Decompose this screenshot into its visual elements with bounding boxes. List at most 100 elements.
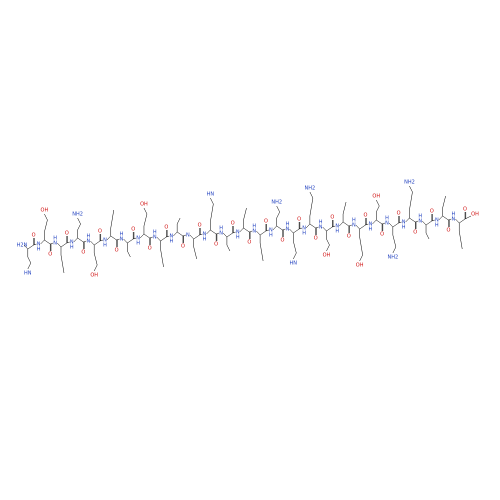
amide-label: N: [86, 239, 90, 245]
bond: [127, 238, 134, 244]
amide-label: N: [53, 241, 57, 247]
amide-label: N: [219, 231, 223, 237]
terminal-label: OH: [471, 212, 479, 218]
side-chain-label: NH2: [271, 200, 282, 206]
amide-label: N: [37, 242, 41, 248]
hydrogen-label: H: [37, 247, 41, 253]
bond: [99, 239, 104, 242]
hydrogen-label: H: [153, 230, 157, 236]
bond: [259, 230, 267, 236]
amide-label: N: [435, 218, 439, 224]
hydrogen-label: H: [319, 220, 323, 226]
bond: [110, 209, 115, 229]
carbonyl-label: O: [247, 240, 251, 246]
amide-label: N: [452, 217, 456, 223]
bond: [160, 236, 167, 242]
bond: [77, 217, 81, 225]
bond: [409, 185, 413, 193]
bond: [27, 262, 32, 270]
bond: [73, 237, 78, 243]
bond: [106, 235, 111, 241]
carbonyl-label: O: [115, 248, 119, 254]
bond: [93, 264, 98, 272]
bond: [365, 223, 369, 226]
amide-label: N: [302, 226, 306, 232]
hydrogen-label: H: [302, 231, 306, 237]
bond: [206, 229, 211, 235]
bond: [276, 225, 283, 231]
bond: [405, 217, 410, 223]
bond: [388, 222, 394, 228]
bond: [243, 227, 250, 233]
bond: [94, 240, 101, 246]
bond: [23, 244, 28, 250]
bond: [359, 236, 363, 256]
bond: [90, 240, 95, 246]
amide-label: N: [352, 223, 356, 229]
amide-label: N: [236, 230, 240, 236]
bond: [210, 229, 217, 235]
amide-label: N: [402, 220, 406, 226]
bond: [265, 229, 269, 232]
bond: [398, 221, 402, 224]
side-chain-label: NH2: [404, 180, 415, 186]
bond: [442, 195, 446, 209]
carbonyl-label: O: [264, 219, 268, 225]
bond: [464, 215, 472, 220]
hydrogen-label: H: [385, 216, 389, 222]
amide-label: H2N: [17, 243, 28, 249]
side-chain-label: NH2: [305, 186, 316, 192]
carbonyl-label: O: [347, 234, 351, 240]
side-chain-label: NH2: [72, 212, 83, 218]
bond: [276, 205, 280, 213]
bond: [226, 232, 233, 238]
bond: [243, 207, 247, 221]
bond: [438, 215, 443, 221]
bond: [293, 252, 297, 260]
carbonyl-label: O: [463, 207, 467, 213]
amide-label: N: [335, 224, 339, 230]
hydrogen-label: H: [203, 237, 207, 243]
side-chain-label: OH: [41, 208, 49, 214]
bond: [139, 233, 145, 239]
bond: [127, 250, 131, 258]
bond: [289, 228, 294, 234]
bond: [189, 234, 194, 240]
carbonyl-label: O: [446, 228, 450, 234]
bond: [44, 239, 51, 245]
bond: [293, 240, 297, 254]
amide-label: N: [169, 234, 173, 240]
bond: [176, 217, 181, 225]
bond: [309, 191, 314, 199]
bond: [57, 242, 62, 248]
amide-label: N: [203, 232, 207, 238]
bond: [239, 227, 244, 233]
hydrogen-label: H: [136, 241, 140, 247]
bond: [27, 256, 32, 264]
bond: [60, 242, 67, 248]
bond: [40, 239, 45, 245]
bond: [326, 238, 330, 246]
bond: [110, 235, 117, 241]
bond: [415, 220, 419, 223]
amide-label: N: [103, 238, 107, 244]
bond: [143, 213, 148, 227]
hydrogen-label: H: [120, 232, 124, 238]
bond: [376, 205, 380, 213]
hydrogen-label: H: [402, 225, 406, 231]
bond: [326, 226, 333, 232]
hydrogen-label: H: [452, 212, 456, 218]
bond: [332, 225, 336, 228]
carbonyl-label: O: [81, 250, 85, 256]
bond: [359, 254, 363, 262]
side-chain-label: HN: [24, 271, 32, 277]
carbonyl-label: O: [131, 227, 135, 233]
carbonyl-label: O: [98, 229, 102, 235]
carbonyl-label: O: [330, 215, 334, 221]
bond: [282, 228, 286, 231]
bond: [326, 244, 330, 252]
side-chain-label: HN: [207, 192, 215, 198]
bond: [60, 254, 65, 274]
side-chain-label: NH2: [388, 255, 399, 261]
